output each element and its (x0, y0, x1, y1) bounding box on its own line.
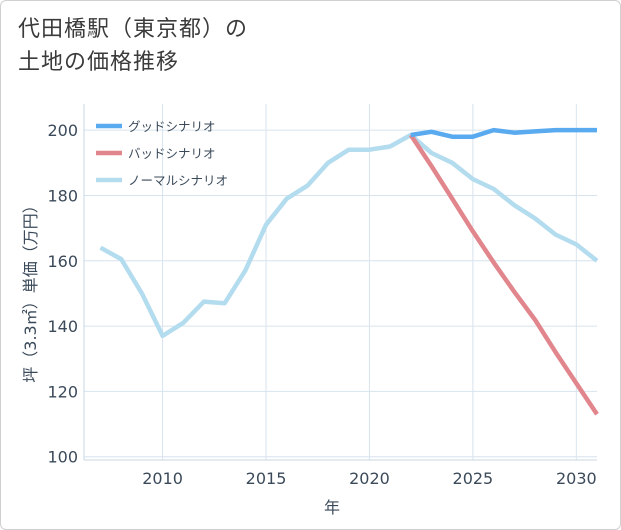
chart-title: 代田橋駅（東京都）の 土地の価格推移 (18, 17, 249, 75)
x-tick-label: 2025 (453, 469, 494, 488)
legend-label-bad: バッドシナリオ (128, 146, 216, 161)
y-tick-label: 140 (47, 317, 78, 336)
y-axis-title: 坪（3.3㎡）単価（万円） (21, 197, 40, 382)
x-tick-label: 2030 (556, 469, 597, 488)
series-line-good (410, 127, 597, 139)
legend-label-normal: ノーマルシナリオ (128, 173, 228, 188)
x-axis-title: 年 (324, 498, 340, 517)
axes (83, 104, 597, 461)
y-tick-label: 100 (47, 448, 78, 467)
y-tick-label: 160 (47, 252, 78, 271)
y-tick-label: 120 (47, 382, 78, 401)
y-tick-label: 180 (47, 186, 78, 205)
tick-labels: 100 120 140 160 180 200 2010 2015 2020 2025 2030 (47, 121, 596, 488)
series-line-normal (99, 132, 599, 339)
series-line-bad (408, 133, 599, 416)
x-tick-label: 2015 (246, 469, 287, 488)
x-tick-label: 2020 (349, 469, 390, 488)
legend-label-good: グッドシナリオ (128, 119, 216, 134)
y-tick-label: 200 (47, 121, 78, 140)
x-tick-label: 2010 (142, 469, 183, 488)
grid-lines (84, 104, 597, 460)
series-layer (99, 127, 599, 416)
